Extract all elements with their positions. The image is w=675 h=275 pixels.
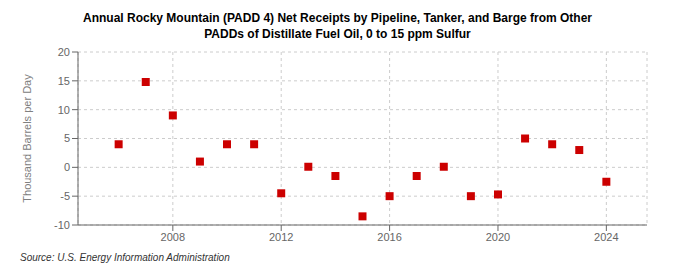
svg-text:Thousand Barrels per Day: Thousand Barrels per Day [21, 74, 33, 203]
svg-text:5: 5 [64, 132, 70, 144]
svg-text:2016: 2016 [377, 231, 401, 243]
svg-text:15: 15 [58, 75, 70, 87]
svg-text:2020: 2020 [486, 231, 510, 243]
svg-text:2024: 2024 [594, 231, 618, 243]
svg-text:0: 0 [64, 161, 70, 173]
html-text:Source: U.S. Energy Informatio: Source: U.S. Energy Information Administ… [20, 252, 230, 263]
svg-text:20: 20 [58, 46, 70, 58]
svg-text:-5: -5 [60, 190, 70, 202]
svg-text:10: 10 [58, 104, 70, 116]
svg-text:2012: 2012 [269, 231, 293, 243]
svg-text:-10: -10 [54, 219, 70, 231]
html-text:PADDs of Distillate Fuel Oil,: PADDs of Distillate Fuel Oil, 0 to 15 pp… [204, 27, 471, 41]
html-text:Annual Rocky Mountain (PADD 4): Annual Rocky Mountain (PADD 4) Net Recei… [83, 11, 592, 25]
svg-text:2008: 2008 [161, 231, 185, 243]
